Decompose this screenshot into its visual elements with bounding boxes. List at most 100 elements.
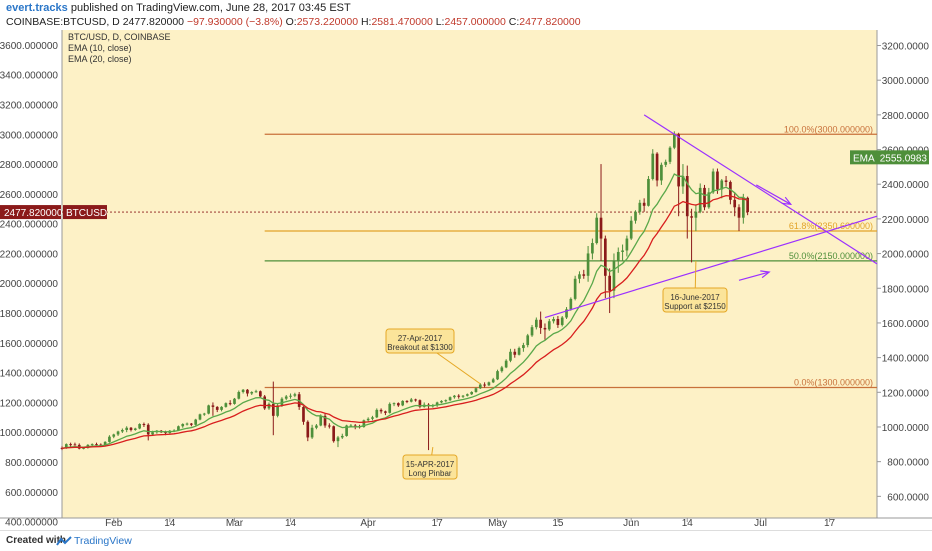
fib-level-label: 100.0%(3000.000000) — [784, 124, 873, 134]
candle-body — [323, 415, 327, 426]
candle-body — [698, 187, 702, 212]
candle-body — [366, 418, 370, 421]
candle-body — [340, 435, 344, 438]
candle-body — [215, 406, 219, 410]
annotation-breakout-text: Breakout at $1300 — [387, 343, 453, 352]
candle-body — [202, 413, 206, 415]
candle-body — [724, 180, 728, 182]
candle-body — [483, 384, 486, 386]
candle-body — [737, 207, 741, 218]
left-axis-tick-label: 1400.000000 — [0, 369, 58, 380]
candle-body — [289, 395, 292, 397]
candle-body — [405, 400, 409, 402]
legend-ema20: EMA (20, close) — [68, 54, 132, 64]
left-axis-tick-label: 600.000000 — [5, 488, 58, 499]
candle-body — [302, 406, 305, 422]
low-label: L: — [435, 16, 445, 28]
right-axis-tick-label: 2000.0000 — [882, 250, 930, 261]
author-link[interactable]: evert.tracks — [6, 2, 68, 14]
candle-body — [207, 405, 210, 414]
right-axis-tick-label: 1400.0000 — [882, 354, 930, 365]
candle-body — [246, 389, 249, 394]
price-badge-value: 2477.820000 — [4, 208, 63, 219]
candle-body — [487, 382, 491, 386]
right-axis-tick-label: 1200.0000 — [882, 388, 930, 399]
candle-body — [560, 317, 564, 325]
candle-body — [233, 398, 236, 404]
candle-body — [681, 175, 685, 187]
candle-body — [103, 441, 107, 446]
left-axis-tick-label: 2000.000000 — [0, 279, 58, 290]
candle-body — [746, 197, 749, 213]
time-axis-tick-label: Jul — [754, 518, 767, 529]
candle-body — [491, 379, 495, 383]
right-axis-tick-label: 2200.0000 — [882, 215, 930, 226]
candle-body — [362, 420, 366, 428]
candle-body — [444, 400, 448, 402]
published-text: published on TradingView.com, June 28, 2… — [70, 2, 351, 14]
candle-body — [552, 319, 555, 322]
candle-body — [716, 171, 719, 190]
publish-line: evert.tracks published on TradingView.co… — [6, 2, 351, 14]
candle-body — [612, 260, 616, 291]
candle-body — [440, 400, 443, 403]
annotation-pinbar-text: Long Pinbar — [408, 469, 451, 478]
time-axis-tick-label: 14 — [164, 518, 176, 529]
candle-body — [578, 274, 581, 279]
symbol-badge-text: BTCUSD — [66, 208, 107, 219]
close-value: 2477.820000 — [519, 16, 581, 28]
candle-body — [254, 391, 258, 393]
candle-body — [99, 444, 103, 446]
candle-body — [418, 400, 422, 407]
candle-body — [685, 175, 689, 217]
price-change: −97.930000 (−3.8%) — [186, 16, 283, 28]
fib-level-label: 0.0%(1300.000000) — [794, 378, 873, 388]
candle-body — [220, 406, 223, 410]
candle-body — [638, 202, 642, 212]
symbol-badge-bg — [63, 205, 107, 220]
candle-body — [263, 396, 267, 409]
candle-body — [573, 278, 577, 299]
candle-body — [582, 274, 586, 276]
candle-body — [603, 238, 607, 276]
left-axis-tick-label: 1200.000000 — [0, 398, 58, 409]
candle-body — [190, 423, 193, 425]
candle-body — [711, 171, 715, 193]
right-axis-tick-label: 2400.0000 — [882, 180, 930, 191]
annotation-support-box — [662, 287, 728, 313]
annotation-pinbar-title: 15-APR-2017 — [406, 460, 455, 469]
candle-body — [371, 417, 374, 419]
candle-body — [591, 243, 594, 254]
candle-body — [720, 180, 724, 190]
candle-body — [82, 447, 85, 449]
tradingview-brand[interactable]: TradingView — [74, 535, 132, 547]
candle-body — [151, 432, 154, 435]
candle-body — [95, 444, 98, 446]
candle-body — [397, 403, 400, 406]
candle-body — [64, 444, 68, 449]
left-axis-tick-label: 3000.000000 — [0, 130, 58, 141]
candle-body — [625, 238, 629, 251]
right-axis-tick-label: 600.0000 — [887, 492, 929, 503]
candle-body — [496, 371, 499, 380]
candle-body — [466, 394, 469, 396]
candle-body — [241, 389, 245, 392]
annotation-support-text: Support at $2150 — [664, 302, 726, 311]
created-with-text: Created with — [6, 535, 67, 546]
chart-footer: Created with TradingView — [0, 530, 932, 551]
left-axis-tick-label: 800.000000 — [5, 458, 58, 469]
candle-body — [660, 164, 663, 181]
candle-body — [651, 153, 655, 179]
annotation-breakout-title: 27-Apr-2017 — [398, 334, 443, 343]
candle-body — [133, 428, 137, 430]
candle-body — [293, 394, 297, 396]
candle-body — [284, 396, 288, 399]
candle-body — [500, 367, 504, 372]
candle-body — [276, 405, 279, 416]
ema-badge-label: EMA — [853, 153, 875, 164]
candle-body — [211, 405, 215, 407]
price-chart[interactable]: 3600.000000 3400.000000 3200.000000 3000.00… — [0, 30, 932, 530]
left-axis-tick-label: 2600.000000 — [0, 190, 58, 201]
candle-body — [522, 345, 525, 349]
left-axis-tick-label: 1600.000000 — [0, 339, 58, 350]
